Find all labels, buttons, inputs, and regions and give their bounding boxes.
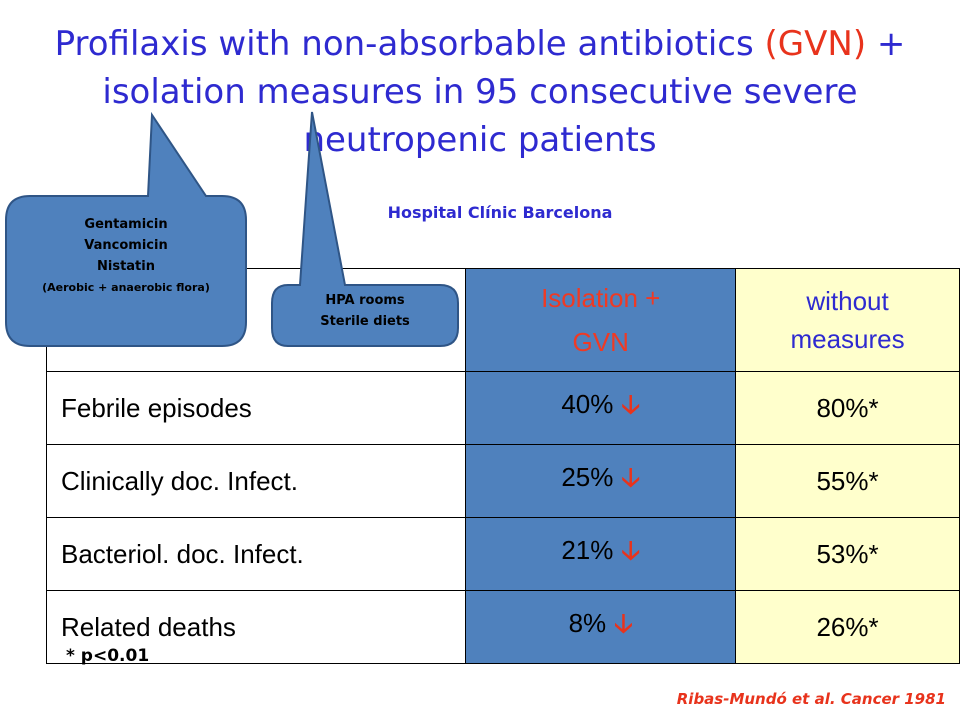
callout-antibiotic-note: (Aerobic + anaerobic flora) <box>42 281 210 294</box>
row-iso-value: 25% <box>561 462 614 492</box>
slide-title: Profilaxis with non-absorbable antibioti… <box>20 20 940 164</box>
table-row: Related deaths 8% 🡣 26%* <box>45 590 960 664</box>
callout-isolation-bubble <box>271 111 459 347</box>
row-iso-value: 40% <box>561 389 614 419</box>
callout-isolation-line: HPA rooms <box>325 293 405 308</box>
row-without-value: 26%* <box>735 590 960 664</box>
row-iso-cell: 8% 🡣 <box>465 590 737 664</box>
row-iso-value: 8% <box>568 608 607 638</box>
title-part2: + isolation measures in 95 consecutive s… <box>102 24 906 160</box>
row-iso-cell: 25% 🡣 <box>465 444 737 518</box>
hospital-label: Hospital Clínic Barcelona <box>387 203 613 222</box>
down-arrow-icon: 🡣 <box>621 389 641 419</box>
row-iso-cell: 40% 🡣 <box>465 371 737 445</box>
row-label: Febrile episodes <box>45 371 467 445</box>
header-without-measures: without measures <box>735 268 960 372</box>
down-arrow-icon: 🡣 <box>621 535 641 565</box>
results-table: Isolation + GVN without measures Febrile… <box>45 268 960 664</box>
row-label: Related deaths <box>45 590 467 664</box>
callout-isolation: HPA rooms Sterile diets <box>272 290 458 332</box>
table-row: Clinically doc. Infect. 25% 🡣 55%* <box>45 444 960 518</box>
row-iso-value: 21% <box>561 535 614 565</box>
row-iso-cell: 21% 🡣 <box>465 517 737 591</box>
header-isolation-gvn: Isolation + GVN <box>465 268 737 372</box>
row-label: Bacteriol. doc. Infect. <box>45 517 467 591</box>
callout-antibiotics-bubble <box>5 111 247 347</box>
row-label: Clinically doc. Infect. <box>45 444 467 518</box>
down-arrow-icon: 🡣 <box>621 462 641 492</box>
callout-isolation-line: Sterile diets <box>320 314 410 329</box>
header-iso-line1: Isolation + <box>541 283 661 313</box>
header-without-line2: measures <box>790 324 905 354</box>
title-accent: (GVN) <box>764 24 867 64</box>
table-header-row: Isolation + GVN without measures <box>45 268 960 372</box>
significance-footnote: * p<0.01 <box>66 646 150 666</box>
callout-antibiotic-line: Gentamicin <box>84 217 168 232</box>
citation: Ribas-Mundó et al. Cancer 1981 <box>676 690 946 708</box>
callout-antibiotic-line: Vancomicin <box>84 238 168 253</box>
row-without-value: 55%* <box>735 444 960 518</box>
callout-antibiotic-line: Nistatin <box>97 259 155 274</box>
table-row: Febrile episodes 40% 🡣 80%* <box>45 371 960 445</box>
down-arrow-icon: 🡣 <box>614 608 633 638</box>
title-part1: Profilaxis with non-absorbable antibioti… <box>54 24 765 64</box>
header-without-line1: without <box>806 286 889 316</box>
header-iso-line2: GVN <box>572 327 629 357</box>
table-row: Bacteriol. doc. Infect. 21% 🡣 53%* <box>45 517 960 591</box>
callout-antibiotics: Gentamicin Vancomicin Nistatin (Aerobic … <box>6 214 246 298</box>
